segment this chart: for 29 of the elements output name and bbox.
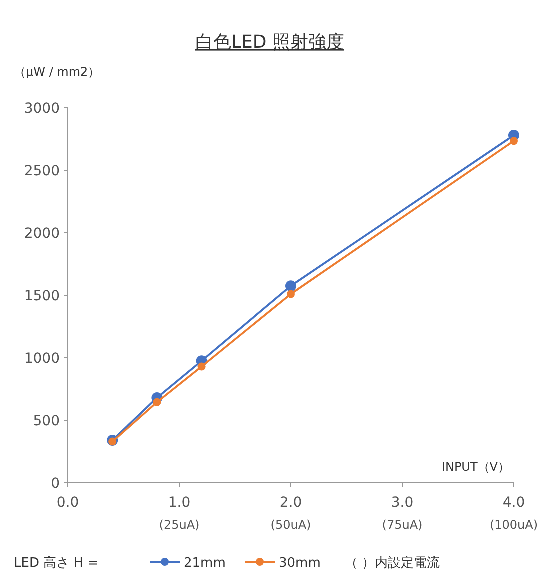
point	[198, 362, 206, 371]
x-axis-title: INPUT（V）	[442, 460, 510, 474]
point	[287, 290, 295, 298]
text: (100uA)	[490, 518, 538, 532]
text: (75uA)	[382, 518, 423, 532]
x-tick-label: 1.0	[168, 495, 191, 511]
y-axis-title: （μW / mm2）	[14, 65, 100, 79]
y-tick-label: 500	[33, 414, 60, 430]
y-tick-label: 1500	[24, 288, 60, 304]
x-tick-label: 2.0	[280, 495, 302, 511]
x-tick-label: 0.0	[56, 495, 80, 511]
x-tick-label: 3.0	[391, 495, 414, 511]
point	[153, 398, 162, 406]
y-tick-label: 2000	[24, 226, 60, 242]
y-tick-label: 0	[51, 476, 60, 492]
text: (25uA)	[159, 518, 200, 532]
y-tick-label: 1000	[24, 351, 60, 367]
legend-label: 30mm	[279, 556, 321, 571]
point	[286, 280, 296, 292]
point	[510, 137, 518, 146]
x-tick-label: 4.0	[502, 495, 526, 511]
legend-label: 21mm	[184, 556, 226, 571]
text: (50uA)	[270, 518, 312, 532]
point	[108, 438, 117, 446]
chart-title: 白色LED 照射強度	[196, 32, 344, 53]
y-tick-label: 2500	[24, 164, 60, 180]
legend-title: LED 高さ H =	[14, 555, 99, 571]
text: （ ）内設定電流	[345, 555, 440, 571]
y-tick-label: 3000	[24, 101, 60, 117]
